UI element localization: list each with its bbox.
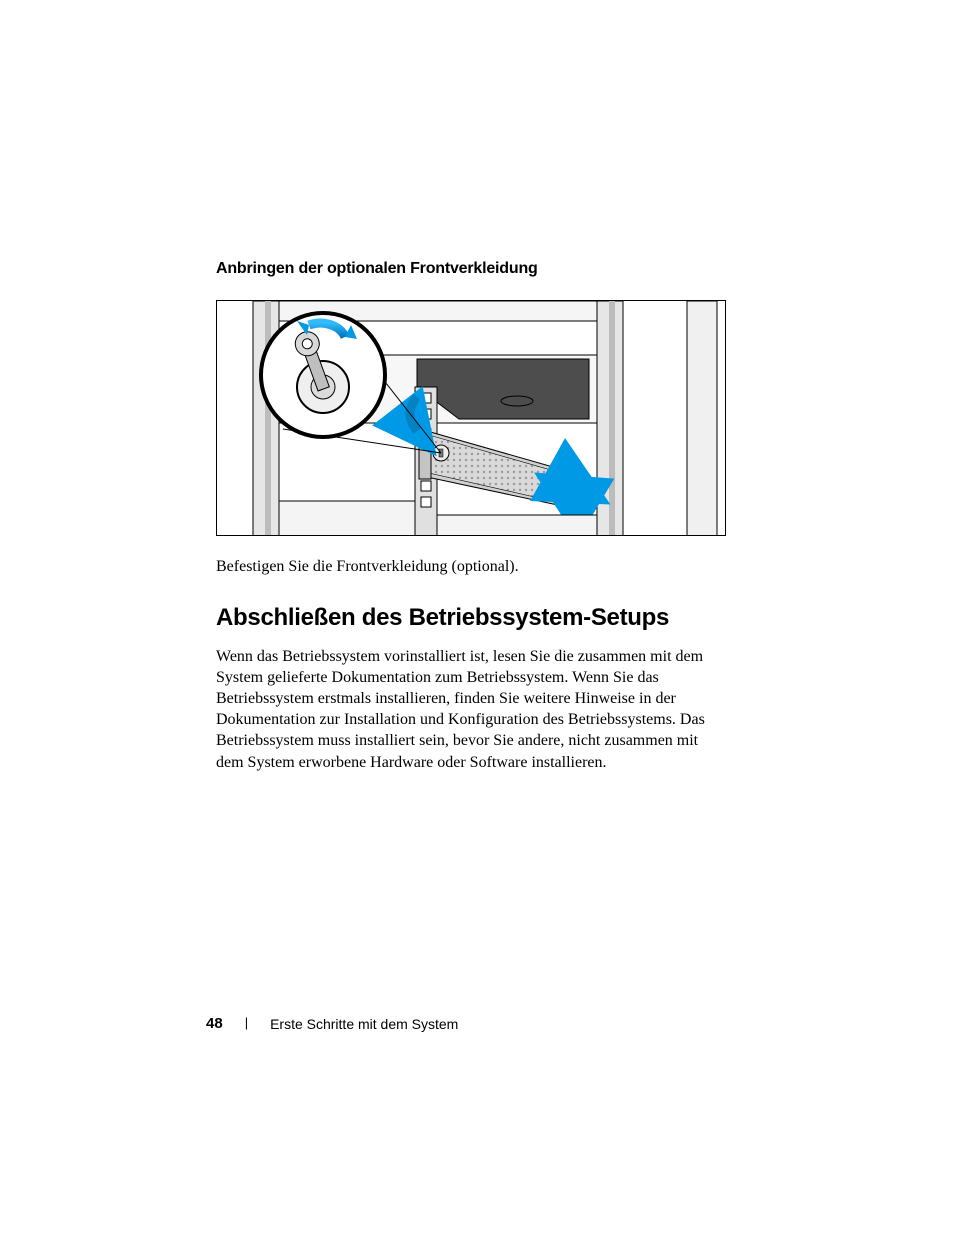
document-page: Anbringen der optionalen Frontverkleidun… xyxy=(0,0,954,1235)
figure-caption: Befestigen Sie die Frontverkleidung (opt… xyxy=(216,558,726,576)
footer-section-title: Erste Schritte mit dem System xyxy=(270,1016,458,1032)
page-content-block: Anbringen der optionalen Frontverkleidun… xyxy=(216,260,726,773)
page-footer: 48 | Erste Schritte mit dem System xyxy=(206,1015,458,1032)
diagram-svg xyxy=(217,301,726,536)
page-number: 48 xyxy=(206,1015,223,1032)
body-paragraph-os-setup: Wenn das Betriebssystem vorinstalliert i… xyxy=(216,646,726,773)
keylock-zoom xyxy=(261,313,385,437)
footer-separator: | xyxy=(245,1015,248,1030)
figure-front-bezel-install xyxy=(216,300,726,536)
section-heading-front-bezel: Anbringen der optionalen Frontverkleidun… xyxy=(216,260,726,278)
heading-os-setup: Abschließen des Betriebssystem-Setups xyxy=(216,604,726,632)
